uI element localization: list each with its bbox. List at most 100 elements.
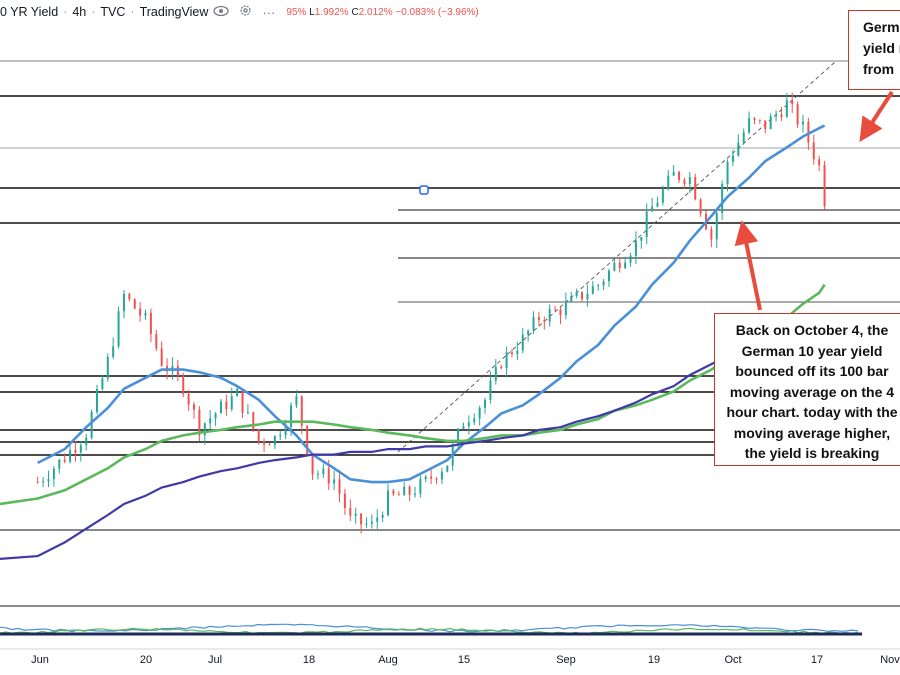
candle-body xyxy=(187,393,190,405)
candle-body xyxy=(419,479,422,494)
candle-body xyxy=(570,295,573,302)
candle-body xyxy=(117,311,120,347)
candle-body xyxy=(505,352,508,369)
candle-body xyxy=(440,471,443,480)
candle-body xyxy=(295,396,298,406)
candle-body xyxy=(333,479,336,484)
candle-body xyxy=(629,255,632,263)
candle-body xyxy=(214,413,217,419)
annotation-callout-bottom: Back on October 4, the German 10 year yi… xyxy=(714,313,900,466)
candle-body xyxy=(694,177,697,200)
close-value: 2.012% xyxy=(358,6,393,18)
x-tick-label: 20 xyxy=(139,654,153,666)
candle-body xyxy=(478,407,481,419)
candle-body xyxy=(586,293,589,300)
candle-body xyxy=(457,428,460,446)
candle-body xyxy=(688,177,691,184)
candle-body xyxy=(413,493,416,495)
candle-body xyxy=(74,450,77,453)
candle-body xyxy=(597,285,600,287)
candle-body xyxy=(661,189,664,203)
low-value: 1.992% xyxy=(314,6,349,18)
candle-body xyxy=(462,426,465,429)
candle-body xyxy=(575,291,578,296)
candle-body xyxy=(246,412,249,414)
candle-body xyxy=(365,523,368,525)
candle-body xyxy=(500,366,503,369)
candle-body xyxy=(731,155,734,162)
oscillator-pane xyxy=(0,623,862,636)
x-tick-label: Aug xyxy=(378,654,398,666)
long-ma-line xyxy=(0,313,826,560)
candle-body xyxy=(748,118,751,133)
candle-body xyxy=(96,389,99,413)
candle-body xyxy=(699,199,702,214)
candle-body xyxy=(473,418,476,423)
ma100-line xyxy=(37,124,826,484)
x-tick-label: Jun xyxy=(31,654,49,666)
candle-body xyxy=(775,114,778,117)
candle-body xyxy=(607,270,610,282)
candle-body xyxy=(387,490,390,516)
candle-body xyxy=(290,405,293,428)
x-tick-label: 17 xyxy=(810,654,824,666)
candle-body xyxy=(219,401,222,414)
candle-body xyxy=(710,229,713,240)
x-tick-label: Jul xyxy=(207,654,223,666)
candle-body xyxy=(807,121,810,143)
candle-body xyxy=(263,441,266,445)
candle-body xyxy=(532,317,535,331)
candle-body xyxy=(106,356,109,379)
candle-body xyxy=(769,116,772,130)
candle-body xyxy=(149,312,152,335)
candle-body xyxy=(42,481,45,483)
symbol-title[interactable]: 0 YR Yield xyxy=(0,5,59,19)
candle-body xyxy=(715,212,718,240)
candle-body xyxy=(403,486,406,496)
candle-body xyxy=(322,468,325,475)
candle-body xyxy=(236,388,239,397)
candle-body xyxy=(354,513,357,516)
candle-body xyxy=(640,237,643,241)
platform-label: TradingView xyxy=(139,5,209,19)
more-icon[interactable]: ··· xyxy=(262,4,276,20)
candle-body xyxy=(645,211,648,238)
low-label: L xyxy=(309,6,315,18)
candle-body xyxy=(85,437,88,446)
settings-icon[interactable] xyxy=(239,4,252,20)
candle-body xyxy=(47,479,50,482)
candle-body xyxy=(144,312,147,316)
candle-body xyxy=(726,161,729,184)
candle-body xyxy=(758,119,761,121)
candle-body xyxy=(467,422,470,427)
candle-body xyxy=(257,429,260,442)
eye-icon[interactable] xyxy=(213,5,230,20)
candle-body xyxy=(510,352,513,355)
candle-body xyxy=(36,482,39,484)
arrow-to-latest-price xyxy=(859,90,894,143)
candle-body xyxy=(90,412,93,438)
x-tick-label: 15 xyxy=(457,654,471,666)
candle-body xyxy=(564,301,567,316)
candle-body xyxy=(52,468,55,480)
source-label: TVC xyxy=(100,5,126,19)
candle-body xyxy=(818,159,821,166)
candle-body xyxy=(737,142,740,156)
candle-body xyxy=(241,388,244,413)
candle-body xyxy=(721,183,724,213)
ohlc-readout: 95% L1.992% C2.012% −0.083% (−3.96%) xyxy=(286,7,478,18)
candle-body xyxy=(268,444,271,446)
candle-body xyxy=(306,425,309,455)
candle-body xyxy=(225,401,228,410)
candle-body xyxy=(327,468,330,484)
candle-body xyxy=(63,459,66,462)
candle-body xyxy=(230,396,233,410)
candle-body xyxy=(780,114,783,117)
candle-body xyxy=(397,494,400,496)
interval-label[interactable]: 4h xyxy=(72,5,87,19)
candle-body xyxy=(360,513,363,525)
candle-body xyxy=(801,121,804,125)
drawing-handle[interactable] xyxy=(419,185,429,195)
